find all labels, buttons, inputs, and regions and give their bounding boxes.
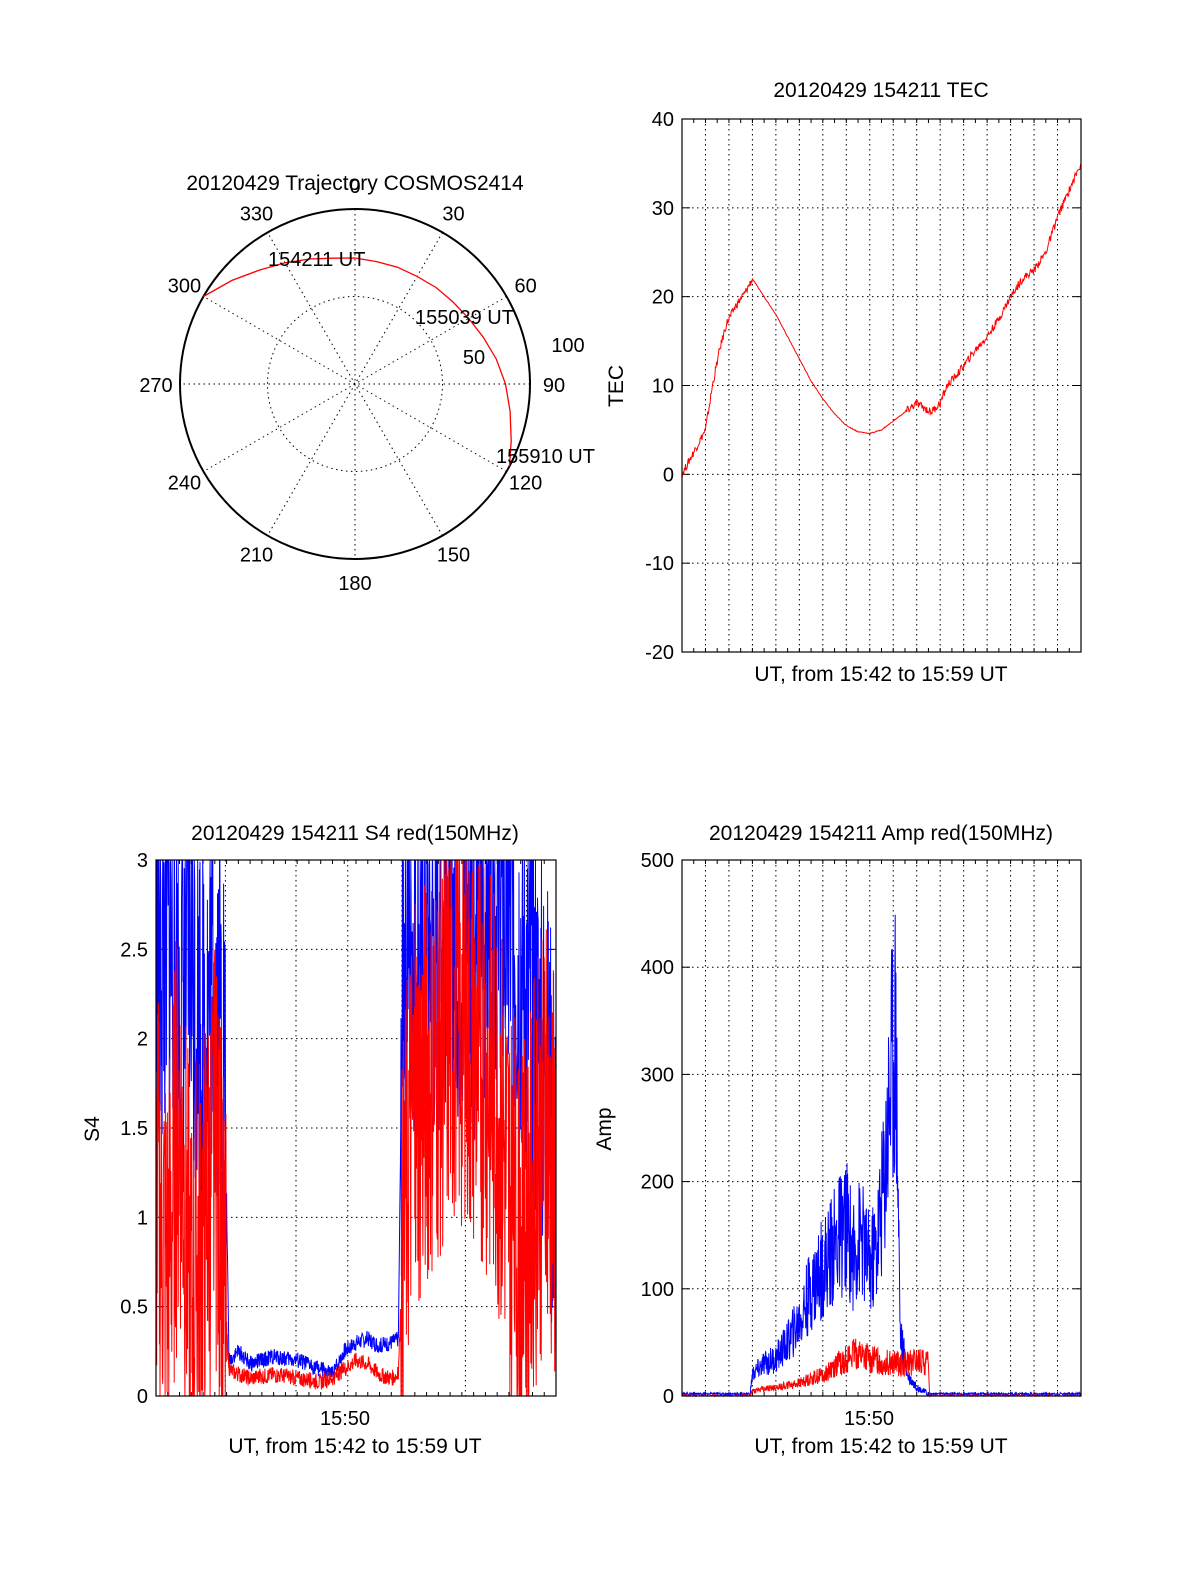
polar-azimuth-label-240: 240 xyxy=(168,473,201,495)
polar-azimuth-label-330: 330 xyxy=(240,203,273,225)
polar-azimuth-label-120: 120 xyxy=(509,473,542,495)
trajectory-end-label: 155910 UT xyxy=(496,446,595,468)
amp-y-tick-label: 0 xyxy=(663,1386,674,1408)
s4-y-tick-label: 2.5 xyxy=(120,939,148,961)
s4-series xyxy=(155,859,557,1397)
tec-y-tick-label: 10 xyxy=(652,376,674,398)
polar-grid xyxy=(180,209,530,559)
tec-y-tick-label: 0 xyxy=(663,464,674,486)
amp-x-tick-label: 15:50 xyxy=(844,1408,894,1430)
polar-azimuth-label-0: 0 xyxy=(349,176,360,198)
polar-azimuth-labels: 0 30 60 90 120 150 180 210 240 270 300 330 xyxy=(139,176,565,595)
tec-y-tick-label: -20 xyxy=(645,642,674,664)
polar-azimuth-label-150: 150 xyxy=(437,545,470,567)
tec-y-tick-label: 30 xyxy=(652,198,674,220)
s4-y-tick-labels: 0 0.5 1 1.5 2 2.5 3 xyxy=(120,850,148,1408)
polar-chart-title: 20120429 Trajectory COSMOS2414 xyxy=(186,172,524,195)
amp-y-tick-label: 200 xyxy=(641,1172,674,1194)
s4-y-tick-label: 2 xyxy=(137,1029,148,1051)
tec-chart-title: 20120429 154211 TEC xyxy=(773,79,988,102)
polar-ring-label-100: 100 xyxy=(551,335,584,357)
amp-series-blue xyxy=(681,914,1082,1397)
amp-y-tick-label: 500 xyxy=(641,850,674,872)
amp-series xyxy=(681,914,1082,1398)
amp-y-tick-label: 100 xyxy=(641,1279,674,1301)
polar-azimuth-label-30: 30 xyxy=(442,203,464,225)
amp-series-red xyxy=(681,1338,1082,1398)
tec-y-tick-label: 40 xyxy=(652,109,674,131)
s4-plot-frame xyxy=(155,859,557,1397)
trajectory-polar-chart: 20120429 Trajectory COSMOS2414 0 30 60 90 12… xyxy=(139,172,595,595)
s4-y-tick-label: 3 xyxy=(137,850,148,872)
s4-chart: 20120429 154211 S4 red(150MHz) 0 0.5 1 1.5 2… xyxy=(81,822,557,1458)
trajectory-mid-label: 155039 UT xyxy=(415,307,514,329)
trajectory-start-label: 154211 UT xyxy=(268,249,365,271)
polar-outer-circle xyxy=(179,208,531,560)
polar-series xyxy=(203,257,512,467)
s4-y-tick-label: 1.5 xyxy=(120,1118,148,1140)
tec-y-tick-labels: -20 -10 0 10 20 30 40 xyxy=(645,109,674,664)
tec-y-tick-label: -10 xyxy=(645,553,674,575)
polar-azimuth-label-60: 60 xyxy=(514,276,536,298)
amp-x-axis-label: UT, from 15:42 to 15:59 UT xyxy=(754,1435,1007,1458)
amp-grid xyxy=(681,859,1082,1397)
amp-y-axis-label: Amp xyxy=(593,1107,616,1150)
tec-y-tick-label: 20 xyxy=(652,287,674,309)
s4-x-axis-label: UT, from 15:42 to 15:59 UT xyxy=(228,1435,481,1458)
polar-trajectory-line xyxy=(203,257,512,467)
polar-ring-50 xyxy=(267,296,443,472)
s4-y-tick-label: 1 xyxy=(137,1207,148,1229)
polar-ring-label-50: 50 xyxy=(463,347,485,369)
amp-y-tick-label: 400 xyxy=(641,957,674,979)
amp-y-tick-label: 300 xyxy=(641,1064,674,1086)
polar-azimuth-label-210: 210 xyxy=(240,545,273,567)
s4-x-tick-label: 15:50 xyxy=(320,1408,370,1430)
polar-azimuth-label-300: 300 xyxy=(168,276,201,298)
tec-series xyxy=(681,163,1082,479)
amp-y-tick-labels: 0 100 200 300 400 500 xyxy=(641,850,674,1408)
amp-chart: 20120429 154211 Amp red(150MHz) 0 100 200 3… xyxy=(593,822,1082,1458)
tec-grid xyxy=(681,118,1082,653)
polar-azimuth-label-180: 180 xyxy=(338,573,371,595)
s4-y-tick-label: 0.5 xyxy=(120,1297,148,1319)
amp-chart-title: 20120429 154211 Amp red(150MHz) xyxy=(709,822,1053,845)
amp-plot-frame xyxy=(681,859,1082,1397)
tec-plot-frame xyxy=(681,118,1082,653)
s4-chart-title: 20120429 154211 S4 red(150MHz) xyxy=(191,822,519,845)
polar-azimuth-label-270: 270 xyxy=(139,375,172,397)
tec-y-axis-label: TEC xyxy=(605,365,628,407)
tec-series-red xyxy=(681,163,1082,479)
s4-series-red xyxy=(155,859,557,1397)
s4-y-axis-label: S4 xyxy=(81,1116,104,1142)
s4-y-tick-label: 0 xyxy=(137,1386,148,1408)
polar-azimuth-label-90: 90 xyxy=(543,375,565,397)
tec-x-axis-label: UT, from 15:42 to 15:59 UT xyxy=(754,663,1007,686)
polar-spoke xyxy=(267,232,443,536)
